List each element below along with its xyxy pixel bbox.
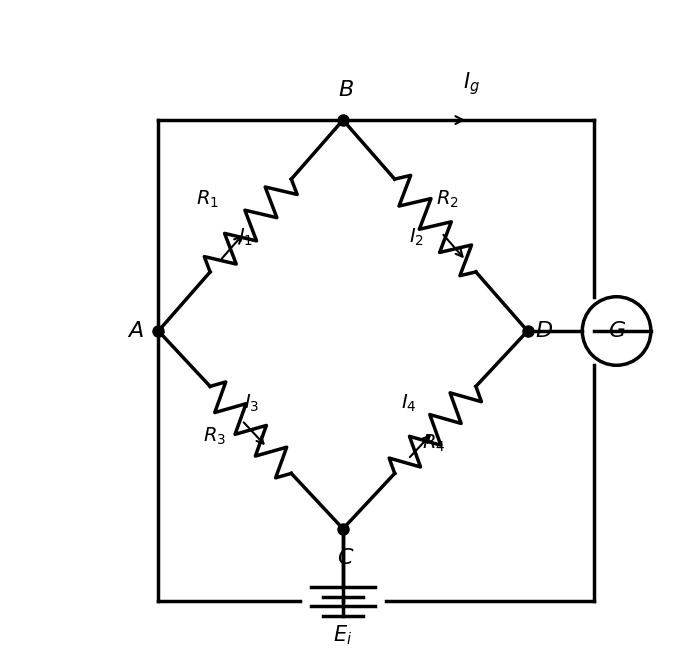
Text: $R_4$: $R_4$	[423, 432, 446, 453]
Text: $I_4$: $I_4$	[401, 393, 416, 414]
Text: $E_i$: $E_i$	[333, 624, 353, 647]
Text: $G$: $G$	[608, 320, 626, 342]
Text: $I_g$: $I_g$	[463, 70, 480, 97]
Text: $I_2$: $I_2$	[410, 227, 425, 248]
Text: $B$: $B$	[338, 79, 353, 101]
Text: $R_1$: $R_1$	[196, 189, 220, 210]
Text: $D$: $D$	[535, 320, 553, 342]
Text: $C$: $C$	[337, 547, 355, 569]
Text: $I_3$: $I_3$	[244, 393, 260, 414]
Text: $R_3$: $R_3$	[203, 426, 226, 447]
Text: $R_2$: $R_2$	[436, 189, 458, 210]
Text: $A$: $A$	[127, 320, 144, 342]
Text: $I_1$: $I_1$	[238, 227, 253, 248]
